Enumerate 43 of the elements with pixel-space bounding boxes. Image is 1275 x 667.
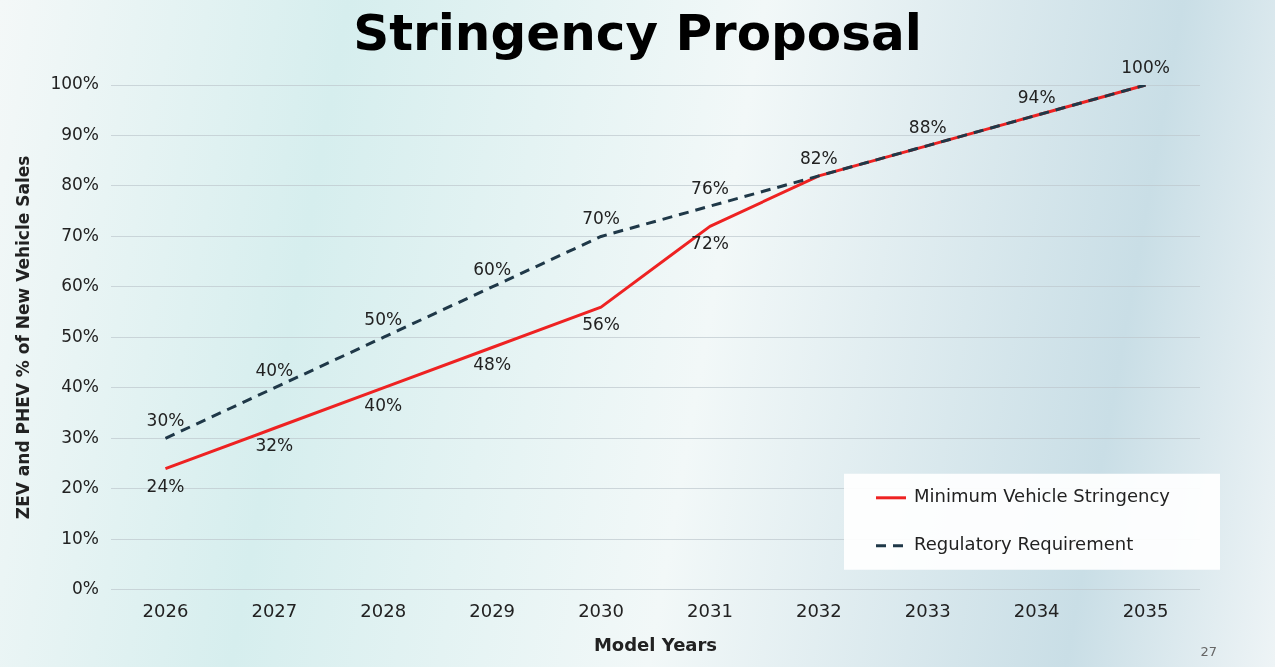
data-label: 100% <box>1121 56 1170 77</box>
y-tick-label: 40% <box>61 376 99 397</box>
data-label: 40% <box>364 394 403 415</box>
y-tick-label: 50% <box>61 325 99 346</box>
data-label: 82% <box>799 147 838 168</box>
data-label: 70% <box>582 208 620 229</box>
y-tick-label: 70% <box>61 224 99 245</box>
data-label: 60% <box>473 258 512 279</box>
x-axis-title: Model Years <box>593 633 718 655</box>
x-tick-label: 2030 <box>578 600 624 622</box>
data-label: 72% <box>691 233 729 254</box>
x-tick-label: 2027 <box>251 600 298 622</box>
data-label: 56% <box>582 314 620 335</box>
data-label: 32% <box>255 435 294 456</box>
data-label: 24% <box>146 475 185 496</box>
x-tick-label: 2031 <box>687 600 733 622</box>
y-tick-label: 90% <box>61 123 99 144</box>
data-label: 50% <box>364 309 403 330</box>
y-tick-label: 10% <box>61 527 99 548</box>
y-tick-label: 60% <box>61 275 99 296</box>
x-tick-label: 2033 <box>904 600 951 622</box>
x-tick-label: 2035 <box>1122 600 1169 622</box>
y-tick-label: 100% <box>50 73 99 94</box>
x-tick-label: 2029 <box>469 600 516 622</box>
y-tick-label: 80% <box>61 174 99 195</box>
y-tick-label: 20% <box>61 477 99 498</box>
chart-title: Stringency Proposal <box>353 4 922 62</box>
y-tick-label: 0% <box>72 578 99 599</box>
y-tick-label: 30% <box>61 426 99 447</box>
x-tick-label: 2032 <box>795 600 842 622</box>
data-label: 88% <box>908 117 947 138</box>
data-label: 76% <box>691 178 729 199</box>
text: 27 <box>1200 644 1217 659</box>
x-tick-label: 2034 <box>1013 600 1060 622</box>
legend-label: Regulatory Requirement <box>914 533 1134 555</box>
x-tick-label: 2028 <box>360 600 407 622</box>
data-label: 30% <box>146 410 185 431</box>
data-label: 48% <box>473 354 512 375</box>
y-axis-title: ZEV and PHEV % of New Vehicle Sales <box>12 155 33 520</box>
data-label: 40% <box>255 359 294 380</box>
data-label: 94% <box>1017 87 1056 108</box>
x-tick-label: 2026 <box>142 600 189 622</box>
legend-label: Minimum Vehicle Stringency <box>914 485 1171 507</box>
